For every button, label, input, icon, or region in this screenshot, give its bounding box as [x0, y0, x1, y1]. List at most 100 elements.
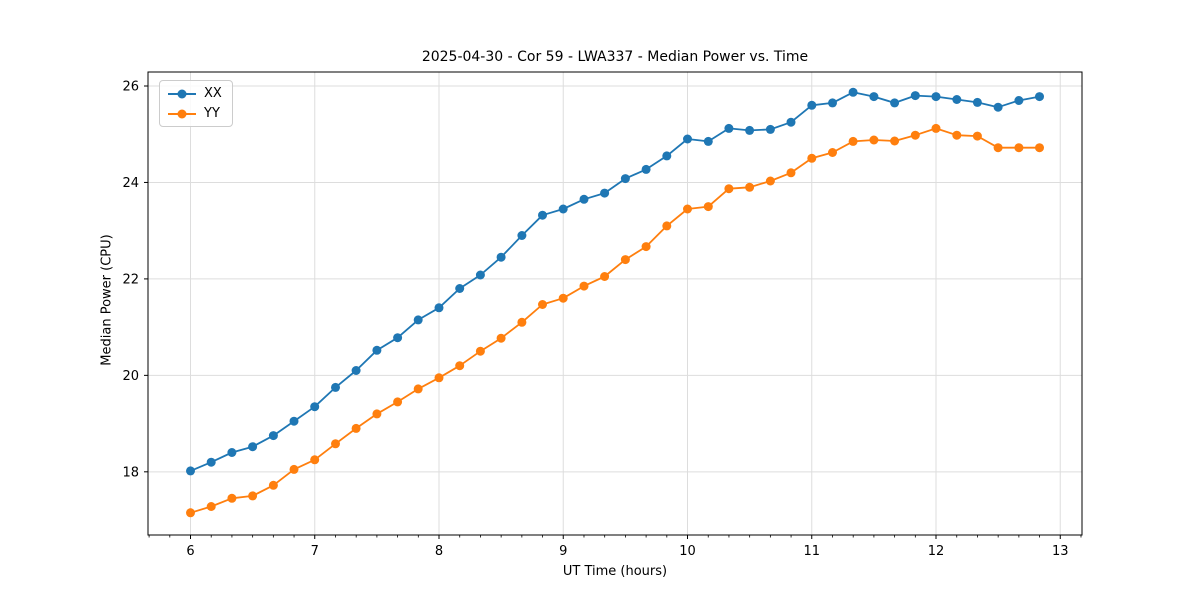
data-point-xx — [1014, 96, 1024, 105]
legend-swatch-yy — [168, 109, 196, 118]
data-point-xx — [703, 136, 713, 146]
data-point-xx — [496, 252, 506, 262]
data-point-yy — [786, 168, 796, 178]
data-point-yy — [186, 508, 195, 518]
data-point-yy — [1014, 143, 1024, 153]
data-point-yy — [413, 384, 423, 394]
legend: XX YY — [159, 80, 233, 127]
plot-border — [147, 71, 1083, 536]
data-point-yy — [248, 491, 258, 501]
data-point-yy — [538, 300, 547, 309]
data-point-xx — [848, 87, 858, 97]
data-point-yy — [372, 409, 382, 419]
chart-title: 2025-04-30 - Cor 59 - LWA337 - Median Po… — [421, 49, 809, 65]
data-point-yy — [331, 439, 340, 449]
data-point-xx — [538, 210, 547, 220]
data-point-xx — [579, 194, 589, 204]
data-point-yy — [475, 346, 485, 356]
data-point-xx — [952, 95, 962, 104]
data-point-yy — [434, 373, 444, 383]
data-point-xx — [807, 100, 817, 110]
data-point-yy — [620, 255, 630, 265]
data-point-xx — [186, 466, 195, 476]
data-point-xx — [372, 345, 382, 355]
y-tick-label: 26 — [122, 79, 139, 94]
data-point-xx — [475, 270, 485, 280]
data-point-xx — [620, 174, 630, 184]
data-point-yy — [952, 130, 962, 140]
data-point-yy — [351, 423, 361, 433]
y-axis-label: Median Power (CPU) — [99, 234, 115, 366]
x-tick-label: 9 — [559, 544, 567, 559]
data-point-yy — [268, 480, 278, 490]
data-point-yy — [496, 333, 506, 343]
data-point-yy — [807, 153, 817, 163]
data-point-xx — [890, 98, 900, 108]
data-point-yy — [972, 131, 982, 141]
data-point-xx — [455, 284, 465, 293]
data-point-xx — [289, 416, 299, 426]
data-point-yy — [765, 176, 775, 186]
data-point-xx — [1035, 92, 1044, 102]
data-point-yy — [558, 293, 568, 303]
data-point-yy — [393, 397, 403, 407]
data-point-xx — [641, 164, 651, 174]
data-point-xx — [869, 92, 879, 102]
data-point-xx — [331, 382, 340, 392]
data-point-yy — [848, 136, 858, 146]
data-point-yy — [600, 272, 610, 281]
data-point-yy — [641, 242, 651, 252]
data-point-xx — [683, 134, 692, 144]
data-point-yy — [227, 493, 237, 503]
y-tick-label: 22 — [122, 272, 139, 287]
data-point-yy — [724, 184, 734, 194]
data-point-yy — [517, 317, 527, 327]
data-point-xx — [931, 92, 941, 102]
data-point-xx — [558, 204, 568, 214]
data-point-yy — [931, 123, 941, 133]
data-point-yy — [828, 148, 837, 157]
x-axis-label: UT Time (hours) — [562, 564, 668, 579]
data-point-yy — [579, 281, 589, 291]
data-point-xx — [662, 151, 672, 161]
data-point-yy — [869, 135, 879, 145]
legend-item-xx: XX — [168, 86, 222, 101]
data-point-yy — [703, 202, 713, 212]
data-point-xx — [351, 366, 361, 375]
series-line-xx — [190, 91, 1040, 472]
data-point-yy — [683, 204, 692, 214]
data-point-xx — [310, 402, 320, 412]
legend-label-yy: YY — [204, 106, 220, 121]
legend-label-xx: XX — [204, 86, 222, 101]
data-point-xx — [517, 231, 527, 240]
data-point-xx — [972, 97, 982, 107]
legend-item-yy: YY — [168, 106, 222, 121]
data-point-xx — [786, 117, 796, 127]
x-tick-label: 10 — [679, 544, 696, 559]
data-point-xx — [206, 457, 216, 467]
data-point-xx — [227, 448, 237, 457]
data-point-yy — [206, 502, 216, 511]
data-point-yy — [993, 143, 1003, 153]
x-tick-label: 8 — [435, 544, 443, 559]
y-tick-label: 18 — [122, 465, 139, 480]
data-point-xx — [434, 303, 444, 313]
data-point-xx — [828, 98, 837, 108]
data-point-yy — [1035, 143, 1044, 153]
x-tick-label: 13 — [1052, 544, 1069, 559]
legend-swatch-xx — [168, 89, 196, 98]
data-point-xx — [413, 315, 423, 325]
data-point-yy — [310, 455, 320, 465]
data-point-xx — [268, 431, 278, 441]
data-point-xx — [724, 123, 734, 133]
data-point-xx — [393, 333, 403, 343]
data-point-yy — [455, 361, 465, 371]
data-point-yy — [910, 130, 920, 140]
data-point-yy — [745, 182, 755, 192]
data-point-xx — [248, 442, 258, 452]
data-point-xx — [745, 125, 755, 135]
data-point-yy — [662, 221, 672, 231]
x-tick-label: 11 — [803, 544, 820, 559]
